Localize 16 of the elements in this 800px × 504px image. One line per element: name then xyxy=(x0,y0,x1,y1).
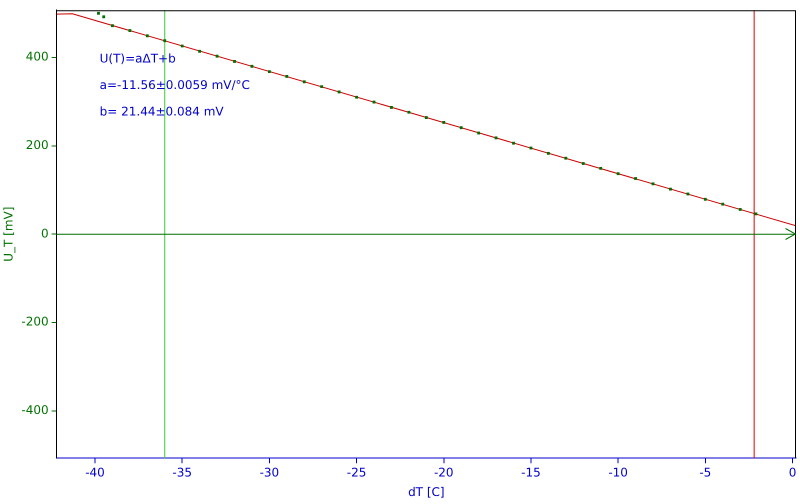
x-axis-title: dT [C] xyxy=(408,484,445,499)
x-tick-label: -5 xyxy=(699,466,712,480)
y-tick-label: -400 xyxy=(21,403,49,418)
x-tick-label: -35 xyxy=(172,466,192,480)
y-tick-label: 400 xyxy=(26,50,49,64)
x-tick-label: 0 xyxy=(788,466,796,480)
x-tick-label: -30 xyxy=(260,466,280,480)
x-tick-label: -10 xyxy=(608,466,628,480)
y-tick-label: -200 xyxy=(21,314,49,329)
x-tick-label: -15 xyxy=(521,466,541,480)
y-axis-title: U_T [mV] xyxy=(1,206,16,262)
x-tick-label: -40 xyxy=(85,466,105,480)
x-tick-label: -25 xyxy=(346,466,366,480)
y-tick-label: 0 xyxy=(40,226,49,240)
x-tick-label: -20 xyxy=(434,466,454,480)
y-tick-label: 200 xyxy=(26,138,49,152)
